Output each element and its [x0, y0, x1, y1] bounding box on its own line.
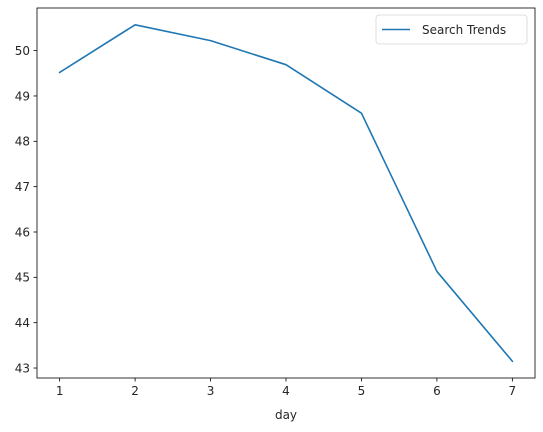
x-tick-label: 2 — [131, 384, 139, 398]
y-axis-ticks: 43 44 45 46 47 48 49 50 — [15, 44, 37, 375]
x-axis-ticks: 1 2 3 4 5 6 7 — [56, 378, 516, 398]
y-tick-label: 50 — [15, 44, 30, 58]
y-tick-label: 48 — [15, 135, 30, 149]
y-tick-label: 43 — [15, 361, 30, 375]
legend-label-search-trends: Search Trends — [422, 23, 506, 37]
plot-frame — [36, 7, 536, 379]
x-tick-label: 7 — [509, 384, 517, 398]
legend-box — [375, 14, 528, 45]
y-tick-label: 47 — [15, 180, 30, 194]
legend: Search Trends — [375, 14, 528, 45]
y-tick-label: 45 — [15, 271, 30, 285]
y-tick-label: 49 — [15, 89, 30, 103]
x-tick-label: 6 — [433, 384, 441, 398]
x-tick-label: 4 — [282, 384, 290, 398]
x-tick-label: 1 — [56, 384, 64, 398]
x-tick-label: 5 — [358, 384, 366, 398]
y-tick-label: 44 — [15, 316, 30, 330]
x-tick-label: 3 — [207, 384, 215, 398]
series-line-search-trends — [58, 23, 514, 363]
y-tick-label: 46 — [15, 225, 30, 239]
x-axis-label: day — [275, 408, 297, 422]
series-layer — [58, 23, 514, 363]
